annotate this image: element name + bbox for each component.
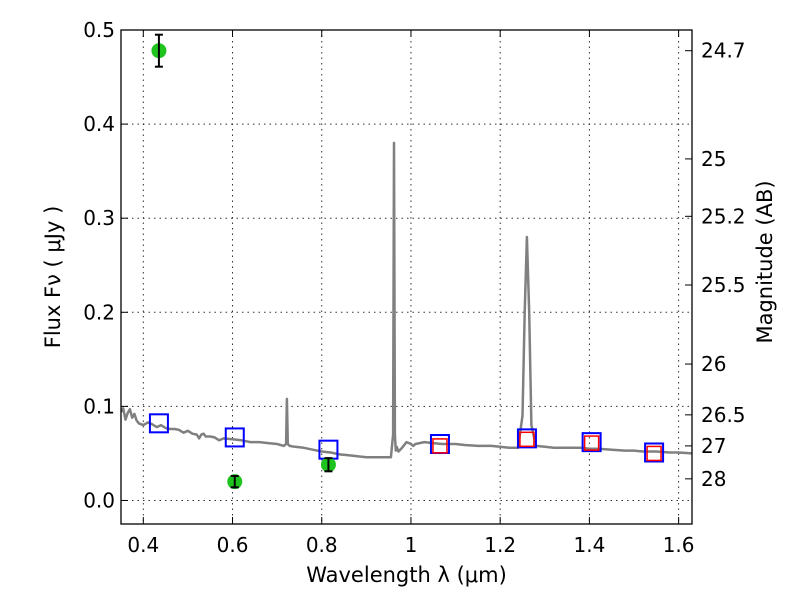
observed-photometry-point [646, 445, 662, 462]
y-tick-label: 0.1 [83, 394, 115, 418]
model-photometry-point [581, 432, 602, 453]
x-tick-label: 1 [405, 533, 418, 557]
observed-photometry-point [432, 438, 448, 454]
x-axis-label: Wavelength λ (μm) [306, 563, 507, 587]
y2-tick-label: 26.5 [701, 403, 746, 427]
x-tick-label: 0.6 [217, 533, 249, 557]
model-photometry-point [516, 428, 537, 449]
observed-photometry-point [519, 431, 535, 448]
series-layer [121, 33, 692, 490]
model-photometry-point [148, 413, 169, 434]
y2-tick-label: 25.5 [701, 273, 746, 297]
y2-tick-label: 25 [701, 147, 726, 171]
y-tick-label: 0.5 [83, 18, 115, 42]
observed-photometry-point [583, 435, 600, 451]
y-axis-label: Flux Fν ( μJy ) [41, 206, 65, 349]
model-photometry-point [224, 427, 245, 448]
y2-axis-label: Magnitude (AB) [753, 180, 777, 343]
y2-tick-label: 26 [701, 352, 726, 376]
y2-tick-label: 27 [701, 434, 726, 458]
model-spectrum-line [121, 141, 692, 459]
x-tick-label: 0.8 [306, 533, 338, 557]
y2-tick-label: 28 [701, 467, 726, 491]
model-photometry-point [644, 442, 665, 463]
y-tick-label: 0.3 [83, 206, 115, 230]
x-tick-label: 0.4 [127, 533, 159, 557]
x-tick-label: 1.4 [573, 533, 605, 557]
y-tick-label: 0.0 [83, 488, 115, 512]
x-tick-label: 1.2 [484, 533, 516, 557]
y-tick-label: 0.4 [83, 112, 115, 136]
x-tick-label: 1.6 [663, 533, 695, 557]
plot-frame [120, 29, 693, 525]
y2-tick-label: 24.7 [701, 39, 746, 63]
y-tick-label: 0.2 [83, 300, 115, 324]
y2-tick-label: 25.2 [701, 204, 746, 228]
ticks-layer: 0.4 0.6 0.8 1 1.2 1.4 1.6 0.0 0.1 0.2 0.3 0.4 0.5 24.… [83, 18, 745, 557]
